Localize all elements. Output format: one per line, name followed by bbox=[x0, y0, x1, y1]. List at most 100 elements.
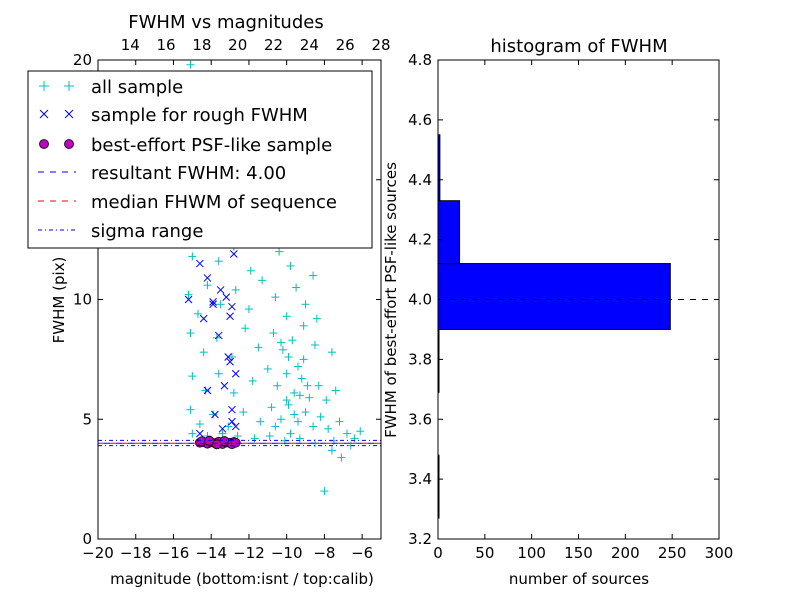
all-sample-point bbox=[295, 391, 304, 400]
scatter-top-tick-label: 26 bbox=[336, 36, 355, 54]
rough-fwhm-point bbox=[222, 293, 231, 301]
all-sample-point bbox=[263, 364, 272, 373]
scatter-top-tick-label: 28 bbox=[371, 36, 390, 54]
all-sample-point bbox=[254, 343, 263, 352]
all-sample-point bbox=[195, 420, 204, 429]
all-sample-point bbox=[290, 388, 299, 397]
scatter-x-tick-label: −6 bbox=[351, 544, 373, 562]
histogram-x-ticks: 0 50 100 150 200 250 300 bbox=[433, 60, 733, 562]
legend-label-sigma-range: sigma range bbox=[91, 221, 203, 242]
all-sample-point bbox=[337, 453, 346, 462]
all-sample-point bbox=[350, 434, 359, 443]
histogram-panel: histogram of FWHM 0 50 100 150 200 250 300 3.2… bbox=[382, 36, 733, 588]
legend-circle-marker-2 bbox=[64, 139, 74, 149]
all-sample-point bbox=[310, 341, 319, 350]
all-sample-point bbox=[295, 434, 304, 443]
all-sample-point bbox=[288, 336, 297, 345]
scatter-x-tick-label: −8 bbox=[313, 544, 335, 562]
all-sample-point bbox=[327, 348, 336, 357]
histogram-x-tick-label: 0 bbox=[433, 544, 443, 562]
legend-label-psf-sample: best-effort PSF-like sample bbox=[91, 135, 332, 156]
rough-fwhm-point bbox=[203, 274, 212, 282]
legend-label-rough-fwhm: sample for rough FWHM bbox=[91, 105, 308, 126]
legend-entry-sigma-range: sigma range bbox=[38, 221, 203, 242]
histogram-y-tick-label: 4.0 bbox=[408, 291, 432, 309]
legend: all sample sample for rough FWHM best-ef… bbox=[27, 70, 373, 249]
all-sample-point bbox=[265, 432, 274, 441]
all-sample-point bbox=[356, 427, 365, 436]
legend-x-marker-2 bbox=[64, 109, 74, 119]
rough-fwhm-point bbox=[218, 424, 227, 433]
scatter-top-tick-label: 18 bbox=[192, 36, 211, 54]
all-sample-point bbox=[275, 247, 284, 256]
all-sample-point bbox=[199, 348, 208, 357]
scatter-x-tick-label: −16 bbox=[158, 544, 190, 562]
all-sample-point bbox=[290, 410, 299, 419]
scatter-y-tick-label: 5 bbox=[82, 410, 92, 428]
all-sample-point bbox=[271, 422, 280, 431]
scatter-title: FWHM vs magnitudes bbox=[128, 12, 323, 33]
all-sample-point bbox=[293, 417, 302, 426]
all-sample-point bbox=[282, 312, 291, 321]
all-sample-point bbox=[301, 300, 310, 309]
rough-fwhm-point bbox=[231, 422, 240, 431]
all-sample-point bbox=[312, 314, 321, 323]
all-sample-point bbox=[218, 429, 227, 438]
rough-fwhm-point bbox=[231, 369, 240, 378]
scatter-top-tick-label: 16 bbox=[157, 36, 176, 54]
rough-fwhm-point bbox=[214, 331, 223, 340]
all-sample-point bbox=[214, 369, 223, 378]
all-sample-point bbox=[269, 329, 278, 338]
all-sample-point bbox=[246, 266, 255, 275]
all-sample-point bbox=[303, 381, 312, 390]
legend-label-median-fwhm: median FHWM of sequence bbox=[91, 192, 337, 213]
rough-fwhm-point bbox=[228, 417, 236, 426]
all-sample-point bbox=[216, 300, 225, 309]
scatter-x-tick-label: −20 bbox=[82, 544, 114, 562]
rough-fwhm-point bbox=[226, 357, 234, 366]
scatter-y-tick-label: 0 bbox=[82, 530, 92, 548]
histogram-x-tick-label: 300 bbox=[705, 544, 734, 562]
all-sample-point bbox=[186, 60, 195, 69]
scatter-panel: FWHM vs magnitudes −20 −18 −16 −14 −12 −10 −8−… bbox=[27, 12, 391, 588]
histogram-y-tick-label: 3.4 bbox=[408, 470, 432, 488]
rough-fwhm-point bbox=[220, 381, 229, 390]
all-sample-point bbox=[231, 285, 240, 294]
rough-fwhm-point bbox=[224, 353, 233, 361]
histogram-x-tick-label: 250 bbox=[658, 544, 687, 562]
all-sample-point bbox=[239, 408, 248, 417]
scatter-y-label: FWHM (pix) bbox=[50, 257, 68, 344]
all-sample-point bbox=[331, 386, 340, 395]
scatter-x-tick-label: −14 bbox=[195, 544, 227, 562]
all-sample-point bbox=[241, 324, 250, 333]
all-sample-point bbox=[305, 393, 314, 402]
histogram-y-tick-label: 3.8 bbox=[408, 350, 432, 368]
all-sample-point bbox=[229, 388, 238, 397]
all-sample-point bbox=[293, 362, 302, 371]
scatter-y-tick-label: 20 bbox=[73, 51, 92, 69]
rough-fwhm-point bbox=[196, 429, 204, 438]
all-sample-point bbox=[282, 369, 291, 378]
all-sample-point bbox=[188, 252, 197, 261]
histogram-bar bbox=[437, 263, 671, 330]
all-sample-point bbox=[316, 412, 325, 421]
histogram-y-tick-label: 4.8 bbox=[408, 51, 432, 69]
legend-entry-rough-fwhm: sample for rough FWHM bbox=[39, 105, 308, 126]
all-sample-point bbox=[273, 381, 282, 390]
scatter-top-tick-label: 24 bbox=[300, 36, 319, 54]
legend-label-resultant-fwhm: resultant FWHM: 4.00 bbox=[91, 163, 286, 184]
scatter-x-label: magnitude (bottom:isnt / top:calib) bbox=[110, 570, 374, 588]
all-sample-point bbox=[244, 305, 253, 314]
all-sample-point bbox=[277, 415, 286, 424]
all-sample-point bbox=[271, 293, 280, 302]
legend-label-all-sample: all sample bbox=[91, 77, 183, 98]
legend-plus-marker-2 bbox=[64, 81, 74, 91]
histogram-x-label: number of sources bbox=[509, 570, 649, 588]
all-sample-point bbox=[256, 417, 265, 426]
rough-fwhm-point bbox=[226, 312, 234, 321]
histogram-x-tick-label: 150 bbox=[564, 544, 593, 562]
rough-fwhm-point bbox=[228, 302, 236, 311]
all-sample-point bbox=[258, 276, 267, 285]
all-sample-point bbox=[335, 417, 344, 426]
rough-fwhm-point bbox=[209, 298, 217, 306]
